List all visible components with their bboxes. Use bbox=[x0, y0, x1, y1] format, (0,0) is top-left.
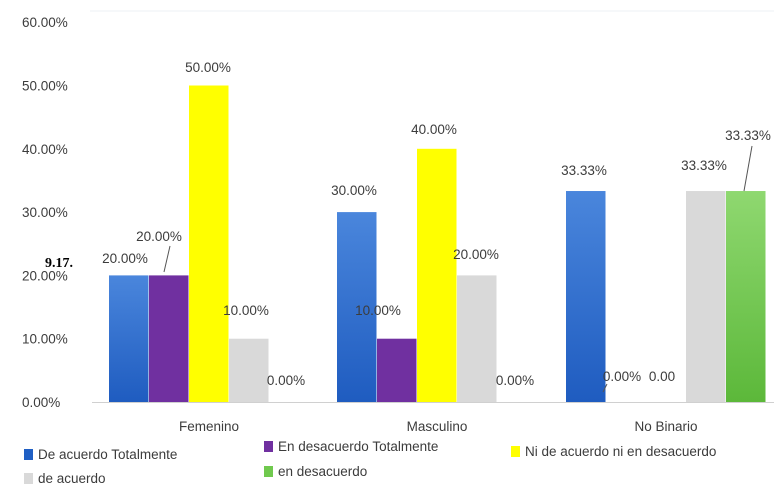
bar-en-desacuerdo-totalmente-masculino bbox=[377, 338, 417, 402]
leader-line bbox=[602, 383, 608, 393]
y-tick-label: 40.00% bbox=[22, 142, 68, 157]
x-tick-label: Femenino bbox=[179, 419, 239, 434]
bar-en-desacuerdo-totalmente-femenino bbox=[149, 275, 189, 402]
data-label: 0.00% bbox=[603, 369, 641, 384]
bar-de-acuerdo-totalmente-no-binario bbox=[566, 191, 606, 402]
x-axis: Femenino Masculino No Binario bbox=[179, 419, 698, 434]
data-label: 0.00% bbox=[496, 373, 534, 388]
leader-line bbox=[743, 145, 753, 192]
bar-ni-de-acuerdo-ni-en-desacuerdo-femenino bbox=[189, 85, 229, 402]
x-tick-label: Masculino bbox=[407, 419, 468, 434]
legend-swatch bbox=[264, 466, 273, 477]
y-tick-label: 0.00% bbox=[22, 395, 60, 410]
data-label: 0.00% bbox=[267, 373, 305, 388]
y-tick-label: 50.00% bbox=[22, 79, 68, 94]
bar-de-acuerdo-totalmente-masculino bbox=[337, 212, 377, 402]
data-label: 10.00% bbox=[355, 303, 401, 318]
legend-label: Ni de acuerdo ni en desacuerdo bbox=[525, 444, 716, 459]
y-tick-label: 60.00% bbox=[22, 15, 68, 30]
data-label: 33.33% bbox=[561, 163, 607, 178]
legend-label: en desacuerdo bbox=[278, 464, 367, 479]
data-label: 50.00% bbox=[185, 60, 231, 75]
y-tick-label: 30.00% bbox=[22, 205, 68, 220]
bar-series bbox=[109, 85, 766, 402]
data-label: 33.33% bbox=[681, 158, 727, 173]
bar-de-acuerdo-femenino bbox=[229, 338, 269, 402]
bar-de-acuerdo-no-binario bbox=[686, 191, 726, 402]
bar-de-acuerdo-masculino bbox=[457, 275, 497, 402]
legend-swatch bbox=[24, 449, 33, 460]
data-label: 10.00% bbox=[223, 303, 269, 318]
data-label: 0.00 bbox=[649, 369, 675, 384]
y-tick-label: 20.00% bbox=[22, 268, 68, 283]
leader-lines bbox=[163, 145, 753, 393]
legend-label: De acuerdo Totalmente bbox=[38, 447, 177, 462]
legend-swatch bbox=[511, 446, 520, 457]
legend-label: de acuerdo bbox=[38, 471, 106, 486]
bar-ni-de-acuerdo-ni-en-desacuerdo-masculino bbox=[417, 148, 457, 402]
y-axis: 0.00% 10.00% 20.00% 30.00% 40.00% 50.00% 60.00… bbox=[22, 15, 68, 410]
legend-label: En desacuerdo Totalmente bbox=[278, 439, 438, 454]
legend: De acuerdo Totalmente En desacuerdo Total… bbox=[24, 439, 716, 486]
bar-de-acuerdo-totalmente-femenino bbox=[109, 275, 149, 402]
legend-swatch bbox=[24, 473, 33, 484]
stray-text: 9.17. bbox=[45, 256, 73, 271]
data-label: 30.00% bbox=[331, 183, 377, 198]
y-tick-label: 10.00% bbox=[22, 332, 68, 347]
data-labels: 20.00% 30.00% 33.33% 20.00% 10.00% 0.00% 50.00… bbox=[102, 60, 771, 388]
x-tick-label: No Binario bbox=[634, 419, 697, 434]
data-label: 40.00% bbox=[411, 122, 457, 137]
data-label: 20.00% bbox=[136, 229, 182, 244]
data-label: 20.00% bbox=[453, 247, 499, 262]
leader-line bbox=[163, 245, 171, 273]
data-label: 33.33% bbox=[725, 128, 771, 143]
data-label: 20.00% bbox=[102, 251, 148, 266]
legend-swatch bbox=[264, 441, 273, 452]
bar-en-desacuerdo-no-binario bbox=[726, 191, 766, 402]
